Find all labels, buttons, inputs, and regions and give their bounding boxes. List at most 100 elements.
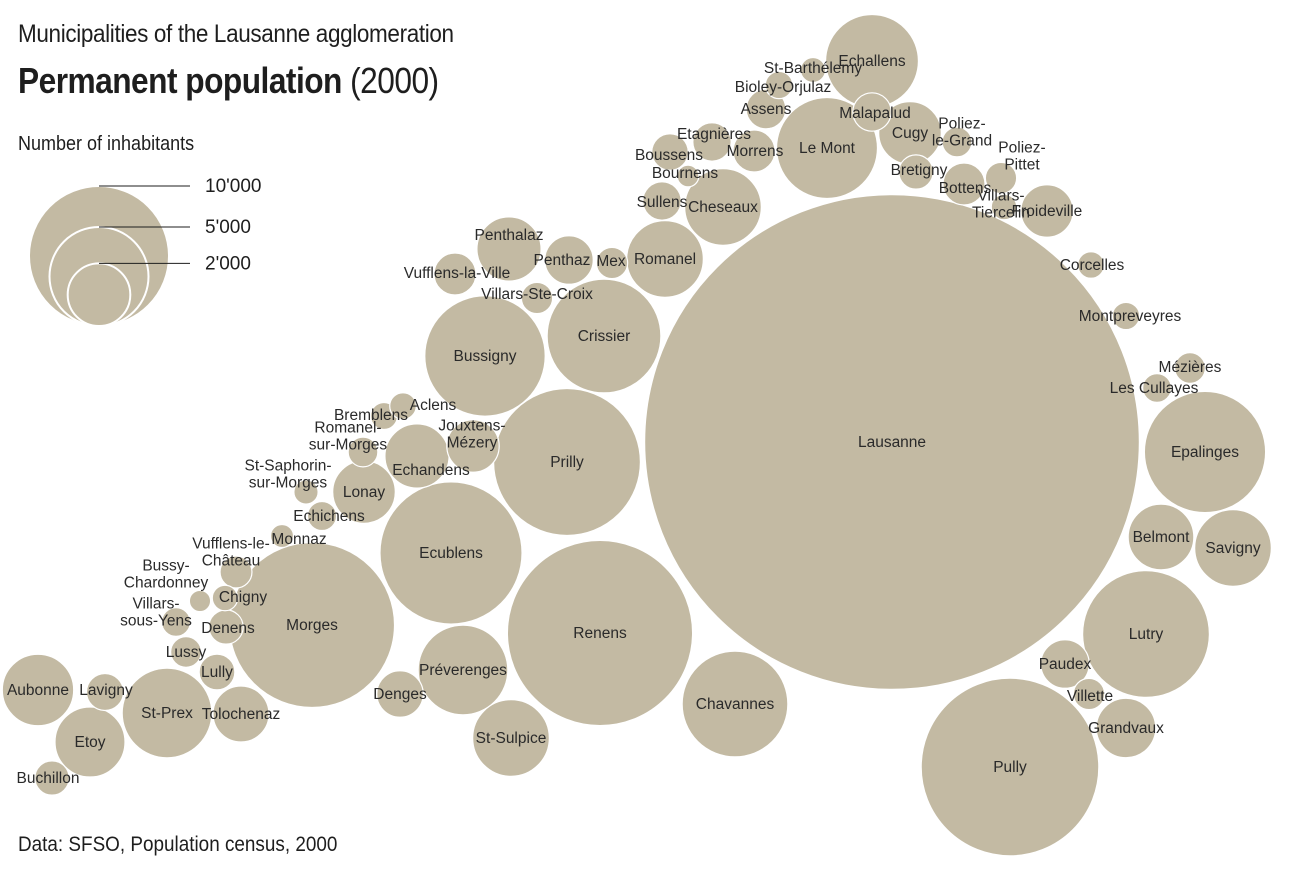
bubble-crissier <box>546 278 662 394</box>
label-st-barthelemy: St-Barthélemy <box>764 60 862 77</box>
label-lutry: Lutry <box>1129 626 1164 643</box>
label-lausanne: Lausanne <box>858 434 926 451</box>
bubble-villars-sous-yens <box>161 607 191 637</box>
label-epalinges: Epalinges <box>1171 444 1239 461</box>
size-legend-label-5-000: 5'000 <box>205 217 251 238</box>
label-romanel-sur-morges: Romanel-sur-Morges <box>309 420 388 454</box>
label-echandens: Echandens <box>392 462 470 479</box>
label-crissier: Crissier <box>578 328 631 345</box>
label-layer: Lausanne Renens Pully Morges Prilly Ecublens L… <box>7 53 1261 787</box>
label-bretigny: Bretigny <box>891 162 948 179</box>
bubble-bottens <box>942 162 986 206</box>
bubble-penthaz <box>544 235 594 285</box>
chart-title-main: Permanent population <box>18 60 342 101</box>
label-denges: Denges <box>373 686 427 703</box>
label-chigny: Chigny <box>219 589 267 606</box>
bubble-paudex <box>1040 639 1090 689</box>
label-etagnieres: Etagnières <box>677 126 751 143</box>
label-les-cullayes: Les Cullayes <box>1110 380 1199 397</box>
chart-supertitle: Municipalities of the Lausanne agglomera… <box>18 20 454 48</box>
bubble-denges <box>376 670 424 718</box>
bubble-vufflens-la-ville <box>433 252 477 296</box>
label-bussy-chardonney: Bussy-Chardonney <box>124 558 209 592</box>
label-bremblens: Bremblens <box>334 407 408 424</box>
label-pully: Pully <box>993 759 1027 776</box>
label-froideville: Froideville <box>1012 203 1083 220</box>
bubble-ecublens <box>379 481 523 625</box>
bubble-romanel-sur-morges <box>347 436 379 468</box>
bubble-poliez-le-grand <box>941 126 973 158</box>
label-malapalud: Malapalud <box>839 105 911 122</box>
bubble-st-saphorin-sur-morges <box>293 479 319 505</box>
bubble-lausanne <box>644 194 1140 690</box>
label-chavannes: Chavannes <box>696 696 775 713</box>
bubble-grandvaux <box>1095 697 1157 759</box>
bubble-lussy <box>170 636 202 668</box>
label-villars-sous-yens: Villars-sous-Yens <box>120 596 192 630</box>
label-assens: Assens <box>741 101 792 118</box>
label-buchillon: Buchillon <box>17 770 80 787</box>
label-morrens: Morrens <box>727 143 784 160</box>
label-bournens: Bournens <box>652 165 719 182</box>
label-penthalaz: Penthalaz <box>475 227 544 244</box>
label-prilly: Prilly <box>550 454 584 471</box>
bubble-lavigny <box>85 672 125 712</box>
label-aubonne: Aubonne <box>7 682 69 699</box>
bubble-chigny <box>211 584 239 612</box>
bubble-cheseaux <box>684 168 762 246</box>
bubble-lully <box>198 653 236 691</box>
size-legend: 10'000 5'000 2'000 <box>28 176 261 328</box>
source-note: Data: SFSO, Population census, 2000 <box>18 833 338 856</box>
label-tolochenaz: Tolochenaz <box>202 706 280 723</box>
label-corcelles: Corcelles <box>1060 257 1125 274</box>
bubble-renens <box>506 539 694 727</box>
label-monnaz: Monnaz <box>271 531 326 548</box>
label-lavigny: Lavigny <box>79 682 133 699</box>
bubble-bournens <box>676 164 700 188</box>
label-st-saphorin-sur-morges: St-Saphorin-sur-Morges <box>244 458 331 492</box>
label-echallens: Echallens <box>838 53 905 70</box>
label-villette: Villette <box>1067 688 1113 705</box>
label-lussy: Lussy <box>166 644 207 661</box>
label-cheseaux: Cheseaux <box>688 199 758 216</box>
bubble-jouxtens-mezery <box>446 419 500 473</box>
bubble-chavannes <box>681 650 789 758</box>
bubble-epalinges <box>1143 390 1267 514</box>
bubble-froideville <box>1020 184 1074 238</box>
bubble-les-cullayes <box>1142 373 1172 403</box>
size-legend-label-10-000: 10'000 <box>205 176 261 197</box>
label-penthaz: Penthaz <box>534 252 591 269</box>
label-echichens: Echichens <box>293 508 365 525</box>
bubble-preverenges <box>417 624 509 716</box>
bubble-bioley-orjulaz <box>764 70 794 100</box>
label-savigny: Savigny <box>1205 540 1260 557</box>
label-lonay: Lonay <box>343 484 385 501</box>
label-etoy: Etoy <box>74 734 105 751</box>
label-cugy: Cugy <box>892 125 928 142</box>
label-ecublens: Ecublens <box>419 545 483 562</box>
chart-title-year: (2000) <box>350 60 439 101</box>
label-lully: Lully <box>201 664 233 681</box>
bubble-mex <box>595 246 629 280</box>
bubble-aubonne <box>1 653 75 727</box>
label-renens: Renens <box>573 625 627 642</box>
label-st-prex: St-Prex <box>141 705 193 722</box>
bubble-villars-ste-croix <box>520 281 554 315</box>
bubble-etoy <box>54 706 126 778</box>
bubble-bussy-chardonney <box>188 589 212 613</box>
bubble-montpreveyres <box>1111 301 1141 331</box>
label-villars-tiercelin: Villars-Tiercelin <box>972 188 1030 222</box>
bubble-tolochenaz <box>212 685 270 743</box>
bubble-belmont <box>1127 503 1195 571</box>
bubble-st-sulpice <box>472 699 550 777</box>
bubble-bussigny <box>424 295 546 417</box>
label-mex: Mex <box>596 253 626 270</box>
bubble-layer <box>1 13 1272 857</box>
label-belmont: Belmont <box>1133 529 1191 546</box>
label-morges: Morges <box>286 617 338 634</box>
bubble-st-prex <box>121 667 213 759</box>
label-denens: Denens <box>201 620 255 637</box>
size-legend-label-2-000: 2'000 <box>205 253 251 274</box>
bubble-villette <box>1072 677 1106 711</box>
